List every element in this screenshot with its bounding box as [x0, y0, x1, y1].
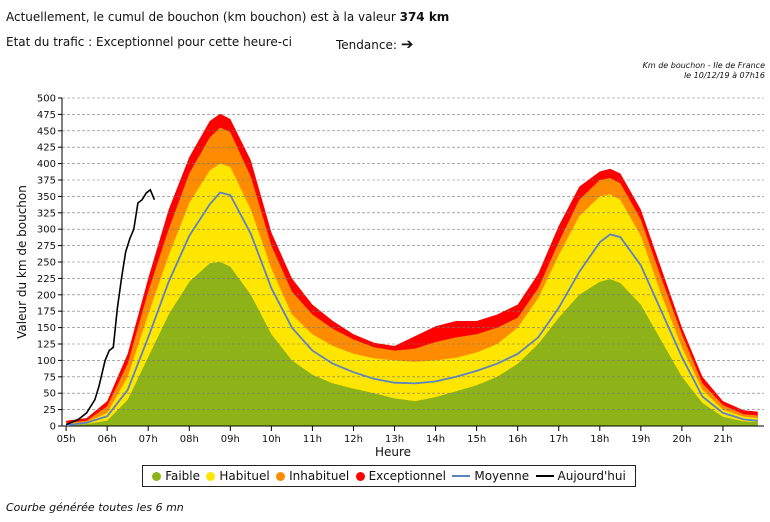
legend-swatch [535, 475, 554, 477]
x-tick-label: 05h [57, 434, 76, 445]
y-tick-label: 400 [37, 159, 56, 170]
x-tick-label: 08h [180, 434, 199, 445]
chart-title-stamp: Km de bouchon - Ile de France [642, 61, 765, 70]
legend-label: Moyenne [474, 469, 530, 483]
x-tick-label: 17h [549, 434, 568, 445]
footer-note: Courbe générée toutes les 6 mn [6, 501, 184, 514]
series-aujourdhui [65, 188, 156, 426]
y-tick-label: 425 [37, 143, 56, 154]
y-tick-label: 225 [37, 274, 56, 285]
y-tick-label: 475 [37, 110, 56, 121]
y-tick-label: 75 [43, 372, 56, 383]
legend-label: Exceptionnel [368, 469, 446, 483]
legend-label: Faible [165, 469, 201, 483]
trend: Tendance: ➔ [336, 35, 413, 53]
y-tick-label: 0 [50, 422, 56, 433]
y-tick-label: 200 [37, 290, 56, 301]
x-tick-label: 21h [713, 434, 732, 445]
y-tick-label: 450 [37, 126, 56, 137]
legend-swatch [355, 471, 365, 481]
y-tick-label: 25 [43, 405, 56, 416]
x-tick-label: 18h [590, 434, 609, 445]
legend-swatch [152, 471, 162, 481]
chart-date-stamp: le 10/12/19 à 07h16 [683, 71, 765, 80]
legend-item-exceptionnel: Exceptionnel [355, 469, 446, 483]
x-tick-label: 11h [303, 434, 322, 445]
right-arrow-icon: ➔ [400, 35, 414, 53]
series-moyenne [65, 191, 758, 427]
y-tick-label: 150 [37, 323, 56, 334]
y-axis-label: Valeur du km de bouchon [15, 185, 29, 339]
x-tick-label: 07h [139, 434, 158, 445]
x-tick-label: 19h [631, 434, 650, 445]
x-tick-label: 14h [426, 434, 445, 445]
legend-swatch [276, 471, 286, 481]
x-tick-label: 15h [467, 434, 486, 445]
y-tick-label: 175 [37, 307, 56, 318]
x-tick-label: 20h [672, 434, 691, 445]
y-tick-label: 50 [43, 389, 56, 400]
legend-item-faible: Faible [152, 469, 200, 483]
trend-label: Tendance: [336, 38, 397, 52]
y-tick-label: 500 [37, 94, 56, 105]
x-tick-label: 09h [221, 434, 240, 445]
legend-label: Inhabituel [289, 469, 350, 483]
x-tick-label: 16h [508, 434, 527, 445]
cumul-value: 374 km [399, 10, 450, 24]
y-tick-label: 250 [37, 258, 56, 269]
legend-item-moyenne: Moyenne [452, 469, 529, 483]
legend-swatch [452, 475, 471, 477]
y-tick-label: 325 [37, 208, 56, 219]
band-faible [66, 262, 758, 426]
y-tick-label: 300 [37, 225, 56, 236]
y-tick-label: 375 [37, 176, 56, 187]
x-axis-label: Heure [375, 445, 411, 459]
x-tick-label: 12h [344, 434, 363, 445]
status-text: Actuellement, le cumul de bouchon (km bo… [6, 10, 396, 24]
status-line: Actuellement, le cumul de bouchon (km bo… [6, 10, 449, 24]
legend-label: Aujourd'hui [557, 469, 626, 483]
legend-item-habituel: Habituel [206, 469, 270, 483]
legend-label: Habituel [219, 469, 270, 483]
y-tick-label: 125 [37, 340, 56, 351]
y-tick-label: 100 [37, 356, 56, 367]
x-tick-label: 13h [385, 434, 404, 445]
legend-swatch [206, 471, 216, 481]
traffic-state: Etat du trafic : Exceptionnel pour cette… [6, 35, 293, 49]
y-tick-label: 350 [37, 192, 56, 203]
legend-item-inhabituel: Inhabituel [276, 469, 349, 483]
legend-item-aujourdhui: Aujourd'hui [535, 469, 626, 483]
x-tick-label: 06h [98, 434, 117, 445]
chart-legend: Faible Habituel Inhabituel Exceptionnel Moye… [142, 465, 636, 487]
y-tick-label: 275 [37, 241, 56, 252]
x-tick-label: 10h [262, 434, 281, 445]
